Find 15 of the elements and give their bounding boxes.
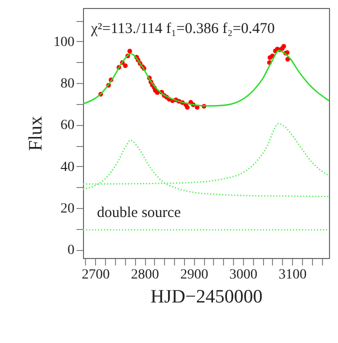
annotation: χ²=113./114 f₁=0.386 f₂=0.470 (90, 21, 275, 37)
x-tick-label: 3100 (278, 268, 307, 282)
x-axis-title: HJD−2450000 (150, 286, 263, 308)
y-tick-label: 20 (60, 202, 74, 216)
x-tick-label: 3000 (229, 268, 258, 282)
y-tick-label: 0 (68, 243, 74, 258)
y-tick-label: 100 (54, 34, 74, 50)
x-tick-label: 2900 (180, 268, 208, 282)
x-tick-label: 2800 (131, 268, 159, 282)
y-tick-label: 40 (60, 160, 74, 175)
y-tick-label: 80 (60, 76, 74, 92)
annotation: double source (97, 205, 182, 221)
y-tick-label: 60 (60, 118, 74, 134)
y-axis-title: Flux (26, 116, 46, 151)
x-tick-label: 2700 (82, 268, 110, 282)
